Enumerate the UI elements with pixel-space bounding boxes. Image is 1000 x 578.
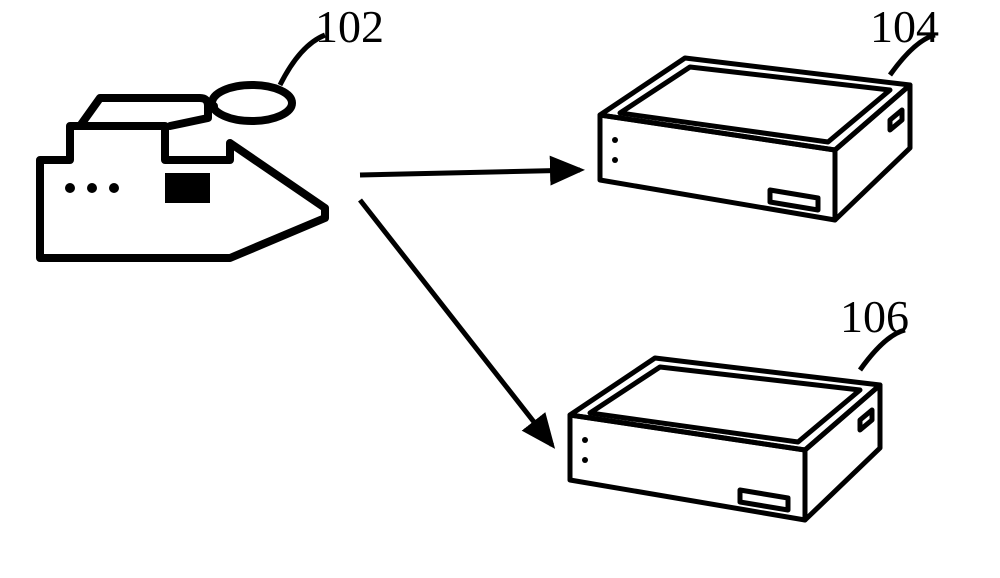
diagram-canvas: 102 104 106: [0, 0, 1000, 578]
leader-lines: [0, 0, 1000, 578]
label-104: 104: [870, 0, 939, 53]
label-102: 102: [315, 0, 384, 53]
label-106: 106: [840, 290, 909, 343]
